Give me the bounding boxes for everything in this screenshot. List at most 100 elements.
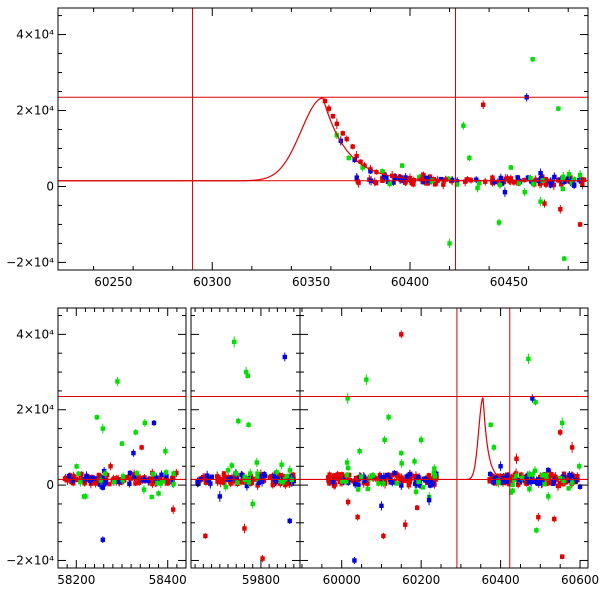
- data-point: [529, 179, 534, 184]
- data-point: [346, 155, 351, 161]
- data-point: [382, 437, 387, 443]
- data-point: [132, 475, 137, 480]
- data-point: [414, 482, 419, 487]
- data-point: [548, 472, 553, 477]
- data-point: [419, 176, 425, 182]
- data-point: [559, 420, 565, 426]
- data-point: [530, 476, 535, 482]
- data-point: [330, 479, 336, 485]
- data-point: [359, 474, 364, 480]
- series-0: [83, 336, 582, 534]
- data-point: [561, 179, 567, 184]
- bottom-panel: −2×10⁴ 0 2×10⁴ 4×10⁴ 58200 58400 59800 60000 602…: [6, 307, 599, 587]
- data-point: [96, 474, 102, 479]
- data-point: [356, 180, 361, 185]
- data-point: [561, 174, 566, 179]
- x-tick-label: 60400: [391, 275, 429, 289]
- data-point: [525, 175, 531, 180]
- data-point: [563, 480, 569, 485]
- data-point: [140, 478, 146, 483]
- x-tick-label: 60350: [292, 275, 330, 289]
- data-point: [560, 176, 565, 182]
- data-point: [285, 479, 290, 484]
- data-point: [283, 482, 288, 488]
- data-point: [543, 177, 548, 182]
- data-point: [287, 468, 293, 473]
- data-point: [217, 494, 222, 499]
- data-point: [402, 478, 407, 484]
- data-point: [206, 478, 211, 483]
- data-point: [411, 178, 417, 183]
- data-point: [498, 464, 503, 469]
- data-point: [567, 472, 572, 478]
- series-1: [100, 352, 551, 564]
- data-point: [427, 479, 432, 484]
- data-point: [239, 479, 245, 484]
- data-point: [333, 475, 339, 481]
- data-point: [66, 473, 72, 479]
- data-point: [509, 490, 514, 495]
- data-point: [339, 472, 345, 477]
- data-point: [539, 480, 545, 485]
- data-point: [340, 131, 345, 136]
- data-point: [392, 470, 397, 476]
- data-point: [352, 481, 358, 487]
- data-point: [377, 472, 383, 478]
- data-point: [257, 474, 262, 479]
- data-point: [248, 473, 254, 479]
- data-point: [127, 470, 133, 476]
- data-point: [404, 474, 409, 479]
- data-point: [540, 472, 545, 478]
- data-point: [67, 476, 73, 481]
- data-point: [497, 182, 503, 188]
- data-point: [533, 400, 538, 405]
- data-point: [233, 471, 239, 476]
- baseline-points-11: [496, 466, 575, 495]
- data-point: [360, 165, 365, 170]
- data-point: [417, 483, 423, 488]
- data-point: [432, 466, 437, 471]
- data-point: [270, 482, 276, 488]
- data-point: [274, 470, 279, 475]
- data-point: [538, 199, 543, 204]
- data-point: [454, 179, 460, 184]
- series-2: [108, 330, 575, 563]
- data-point: [76, 471, 81, 476]
- data-point: [120, 478, 125, 483]
- data-point: [510, 475, 516, 480]
- data-point: [530, 472, 535, 477]
- data-point: [112, 479, 117, 485]
- data-point: [100, 426, 105, 431]
- data-point: [164, 473, 169, 479]
- data-point: [98, 478, 104, 483]
- data-point: [488, 422, 493, 428]
- data-point: [133, 481, 138, 486]
- data-point: [78, 474, 83, 480]
- data-point: [399, 332, 404, 337]
- data-point: [119, 441, 125, 446]
- data-point: [235, 480, 240, 485]
- data-point: [84, 475, 90, 480]
- data-point: [508, 165, 514, 170]
- data-point: [487, 471, 493, 477]
- data-point: [325, 475, 331, 480]
- data-point: [381, 474, 386, 480]
- data-point: [250, 501, 255, 507]
- data-point: [495, 179, 500, 185]
- data-point: [158, 481, 163, 486]
- data-point: [511, 180, 517, 185]
- data-point: [100, 475, 106, 480]
- data-point: [399, 461, 404, 466]
- data-point: [538, 170, 543, 176]
- data-point: [528, 175, 533, 181]
- data-point: [397, 176, 403, 182]
- data-point: [569, 474, 575, 479]
- data-point: [94, 415, 100, 420]
- data-point: [83, 494, 88, 499]
- data-point: [322, 98, 328, 104]
- data-point: [142, 420, 148, 426]
- data-point: [246, 422, 251, 428]
- data-point: [491, 478, 496, 483]
- data-point: [566, 175, 571, 181]
